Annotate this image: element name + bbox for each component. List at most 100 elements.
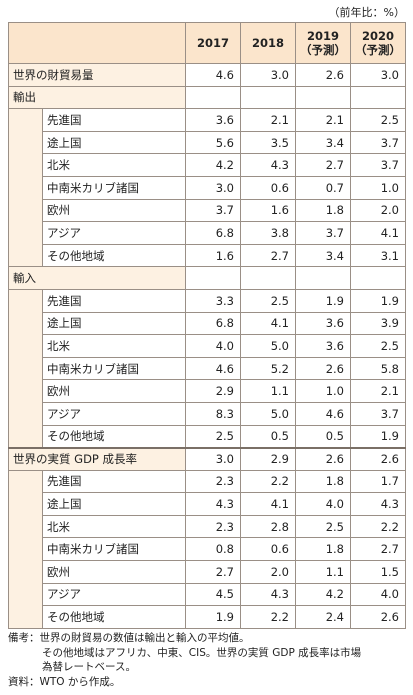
value-cell: 4.1 xyxy=(240,492,296,516)
value-cell: 0.7 xyxy=(295,175,351,200)
table-row: 北米 4.0 5.0 3.6 2.5 xyxy=(9,334,406,358)
value-cell: 4.6 xyxy=(185,63,241,87)
table-row: 途上国 5.6 3.5 3.4 3.7 xyxy=(9,130,406,155)
value-cell: 4.0 xyxy=(350,582,406,607)
value-cell: 3.8 xyxy=(240,221,296,245)
empty-cell xyxy=(240,85,296,110)
value-cell: 1.9 xyxy=(185,605,241,629)
value-cell: 2.6 xyxy=(295,356,351,381)
value-cell: 5.8 xyxy=(350,356,406,381)
column-header: 2020 （予測） xyxy=(350,22,406,64)
empty-cell xyxy=(295,85,351,110)
value-cell: 5.2 xyxy=(240,356,296,381)
value-cell: 1.9 xyxy=(350,288,406,313)
column-note: （予測） xyxy=(300,43,346,57)
row-label: 中南米カリブ諸国 xyxy=(42,175,186,200)
indent-cell xyxy=(8,108,43,268)
row-label: アジア xyxy=(42,582,186,607)
note-line: 為替レートベース。 xyxy=(42,661,136,673)
value-cell: 2.3 xyxy=(185,469,241,494)
table-row: 欧州 2.7 2.0 1.1 1.5 xyxy=(9,560,406,584)
value-cell: 3.4 xyxy=(295,130,351,155)
row-label: アジア xyxy=(42,221,186,245)
value-cell: 8.3 xyxy=(185,401,241,426)
value-cell: 2.7 xyxy=(185,560,241,584)
row-label: 先進国 xyxy=(42,108,186,132)
value-cell: 1.0 xyxy=(295,379,351,403)
value-cell: 1.5 xyxy=(350,560,406,584)
table-row: 中南米カリブ諸国 0.8 0.6 1.8 2.7 xyxy=(9,537,406,562)
table-row: アジア 6.8 3.8 3.7 4.1 xyxy=(9,221,406,245)
row-label: その他地域 xyxy=(42,243,186,268)
value-cell: 1.0 xyxy=(350,175,406,200)
indent-cell xyxy=(8,288,43,449)
header-row: 2017 2018 2019 （予測） 2020 （予測） xyxy=(8,22,406,64)
value-cell: 2.5 xyxy=(295,514,351,539)
table-row: 途上国 6.8 4.1 3.6 3.9 xyxy=(9,311,406,336)
value-cell: 4.3 xyxy=(350,492,406,516)
value-cell: 2.2 xyxy=(240,469,296,494)
column-header: 2019 （予測） xyxy=(295,22,351,64)
value-cell: 2.1 xyxy=(295,108,351,132)
empty-cell xyxy=(350,266,406,290)
value-cell: 2.8 xyxy=(240,514,296,539)
value-cell: 4.3 xyxy=(185,492,241,516)
value-cell: 3.3 xyxy=(185,288,241,313)
value-cell: 4.0 xyxy=(295,492,351,516)
value-cell: 2.9 xyxy=(185,379,241,403)
value-cell: 2.7 xyxy=(350,537,406,562)
column-year: 2018 xyxy=(251,36,284,50)
empty-cell xyxy=(350,85,406,110)
value-cell: 1.8 xyxy=(295,469,351,494)
value-cell: 1.8 xyxy=(295,537,351,562)
value-cell: 0.5 xyxy=(295,424,351,449)
value-cell: 3.7 xyxy=(295,221,351,245)
note-line: 備考：世界の財貿易の数値は輸出と輸入の平均値。 xyxy=(8,632,250,644)
row-label: 途上国 xyxy=(42,492,186,516)
empty-cell xyxy=(240,266,296,290)
value-cell: 4.3 xyxy=(240,153,296,177)
column-header: 2018 xyxy=(240,22,296,64)
row-label: 先進国 xyxy=(42,469,186,494)
value-cell: 5.0 xyxy=(240,401,296,426)
column-header: 2017 xyxy=(185,22,241,64)
value-cell: 2.6 xyxy=(295,63,351,87)
row-label: その他地域 xyxy=(42,424,186,449)
table-row: 途上国 4.3 4.1 4.0 4.3 xyxy=(9,492,406,516)
row-label: 北米 xyxy=(42,514,186,539)
value-cell: 2.6 xyxy=(295,446,351,471)
value-cell: 1.7 xyxy=(350,469,406,494)
row-label: 途上国 xyxy=(42,311,186,336)
value-cell: 2.4 xyxy=(295,605,351,629)
value-cell: 4.2 xyxy=(295,582,351,607)
value-cell: 2.5 xyxy=(350,108,406,132)
column-year: 2017 xyxy=(196,36,229,50)
value-cell: 1.6 xyxy=(240,198,296,223)
value-cell: 2.6 xyxy=(350,446,406,471)
row-label: 北米 xyxy=(42,334,186,358)
table-row: 中南米カリブ諸国 4.6 5.2 2.6 5.8 xyxy=(9,356,406,381)
value-cell: 4.6 xyxy=(295,401,351,426)
row-label: 世界の財貿易量 xyxy=(8,63,186,87)
notes: 備考：世界の財貿易の数値は輸出と輸入の平均値。 その他地域はアフリカ、中東、CIS… xyxy=(8,631,408,689)
table-row: 世界の実質 GDP 成長率 3.0 2.9 2.6 2.6 xyxy=(8,446,406,471)
column-year: 2019 xyxy=(306,29,339,43)
value-cell: 0.8 xyxy=(185,537,241,562)
value-cell: 6.8 xyxy=(185,221,241,245)
value-cell: 5.0 xyxy=(240,334,296,358)
column-note: （予測） xyxy=(355,43,401,57)
value-cell: 3.0 xyxy=(185,175,241,200)
value-cell: 2.0 xyxy=(240,560,296,584)
value-cell: 2.5 xyxy=(350,334,406,358)
value-cell: 2.5 xyxy=(185,424,241,449)
value-cell: 3.0 xyxy=(350,63,406,87)
value-cell: 4.1 xyxy=(350,221,406,245)
column-year: 2020 xyxy=(361,29,394,43)
empty-cell xyxy=(185,85,241,110)
table-row: 中南米カリブ諸国 3.0 0.6 0.7 1.0 xyxy=(9,175,406,200)
empty-cell xyxy=(185,266,241,290)
row-label: 先進国 xyxy=(42,288,186,313)
value-cell: 4.5 xyxy=(185,582,241,607)
value-cell: 2.1 xyxy=(240,108,296,132)
value-cell: 2.2 xyxy=(240,605,296,629)
